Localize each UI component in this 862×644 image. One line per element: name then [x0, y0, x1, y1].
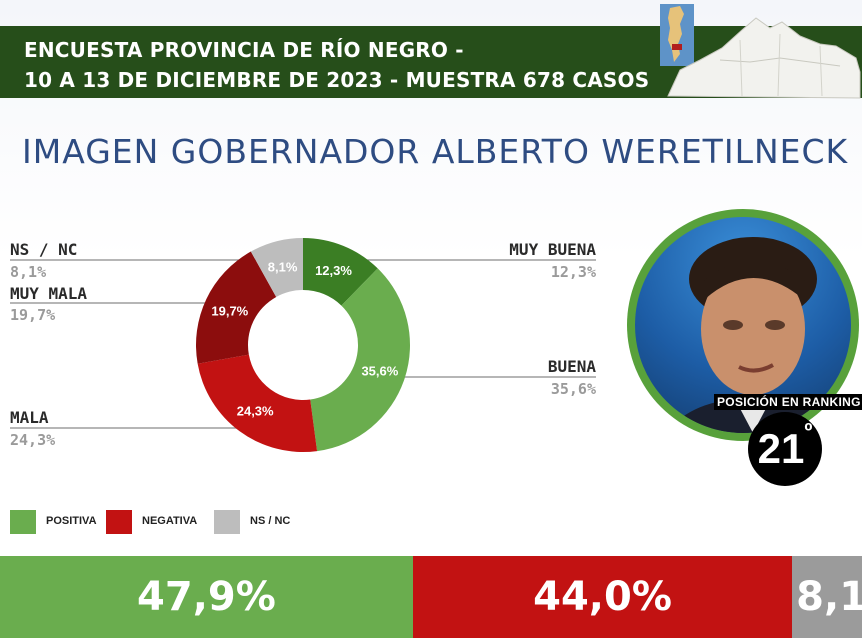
ranking-badge: 21º: [748, 412, 822, 486]
slice-mala-label: 24,3%: [237, 403, 274, 418]
leader-buena: [396, 376, 596, 378]
header-line-2: 10 A 13 DE DICIEMBRE DE 2023 - MUESTRA 6…: [24, 68, 650, 92]
slice-muy-mala: [195, 251, 277, 364]
slice-buena: [310, 268, 411, 452]
ranking-suffix: º: [804, 418, 813, 443]
ranking-label: POSICIÓN EN RANKING: [714, 394, 862, 410]
slice-buena-label: 35,6%: [361, 364, 398, 379]
label-buena-value: 35,6%: [550, 380, 596, 398]
label-mala-value: 24,3%: [10, 431, 56, 449]
legend-label-positiva: POSITIVA: [46, 515, 97, 527]
label-muy-mala-name: MUY MALA: [10, 284, 88, 303]
province-map-icon: [660, 0, 862, 100]
page-title: IMAGEN GOBERNADOR ALBERTO WERETILNECK: [22, 132, 849, 171]
label-muy-buena-value: 12,3%: [550, 263, 596, 281]
rio-negro-map: [667, 17, 861, 99]
totals-segment-negativa: 44,0%: [412, 556, 793, 638]
label-mala-name: MALA: [10, 408, 49, 427]
header-line-1: ENCUESTA PROVINCIA DE RÍO NEGRO -: [24, 38, 464, 62]
label-buena-name: BUENA: [547, 357, 596, 376]
slice-mala: [197, 354, 318, 452]
label-ns-nc-value: 8,1%: [10, 263, 47, 281]
legend-label-negativa: NEGATIVA: [142, 515, 198, 527]
totals-segment-ns-nc: 8,1%: [792, 556, 862, 638]
legend-label-ns-nc: NS / NC: [250, 515, 291, 527]
label-muy-buena-name: MUY BUENA: [509, 240, 596, 259]
ranking-number: 21: [757, 425, 805, 472]
totals-segment-positiva: 47,9%: [0, 556, 413, 638]
slice-muy-buena-label: 12,3%: [315, 263, 352, 278]
legend-swatch-ns-nc: [214, 510, 240, 534]
slice-muy-mala-label: 19,7%: [211, 303, 248, 318]
legend-swatch-negativa: [106, 510, 132, 534]
donut-chart: 12,3% 35,6% 24,3% 19,7% 8,1%: [10, 238, 596, 452]
legend-swatch-positiva: [10, 510, 36, 534]
totals-bar: 47,9% 44,0% 8,1%: [0, 556, 862, 638]
slice-muy-buena: [303, 238, 378, 306]
slice-ns-nc: [250, 238, 303, 297]
label-ns-nc-name: NS / NC: [10, 240, 78, 259]
label-muy-mala-value: 19,7%: [10, 306, 56, 324]
slice-ns-nc-label: 8,1%: [268, 260, 298, 275]
